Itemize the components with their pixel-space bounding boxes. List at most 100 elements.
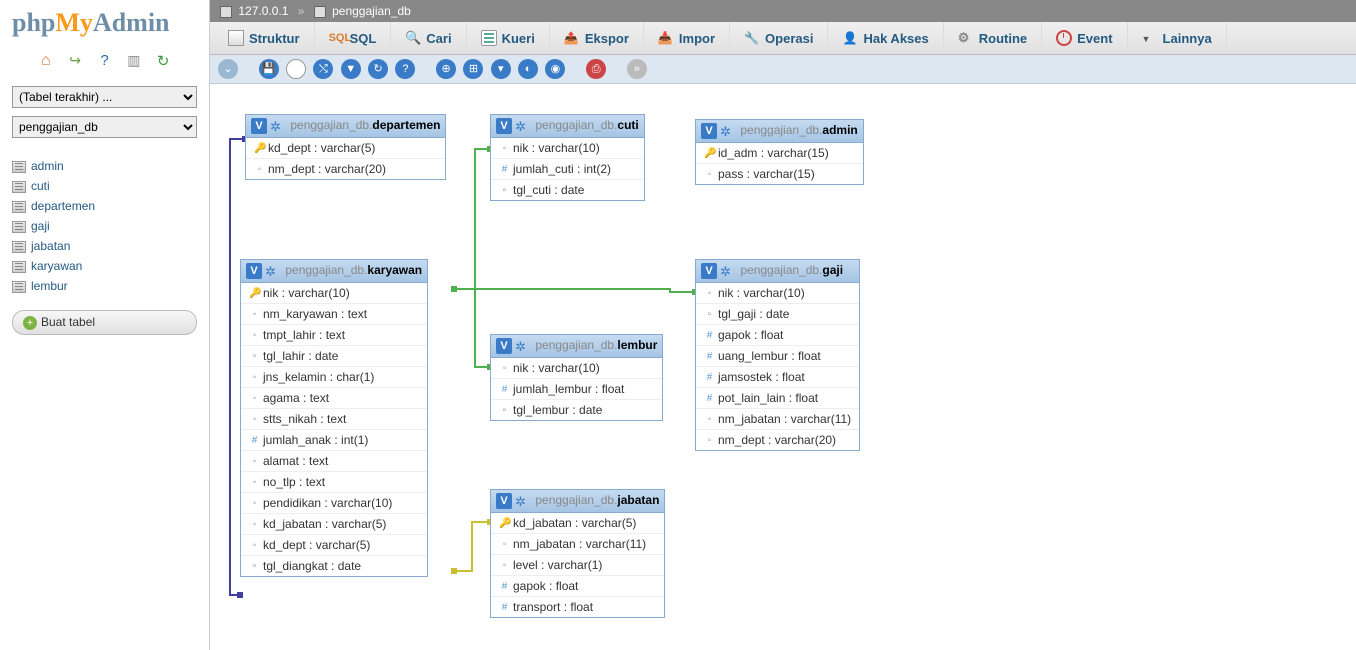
gear-icon[interactable]: ✲: [265, 264, 279, 278]
toggle-panel-icon[interactable]: ⌄: [218, 59, 238, 79]
small-all-icon[interactable]: ▾: [491, 59, 511, 79]
column-gapok[interactable]: #gapok : float: [696, 325, 859, 346]
column-level[interactable]: ◦level : varchar(1): [491, 555, 664, 576]
gear-icon[interactable]: ✲: [515, 119, 529, 133]
column-kd_jabatan[interactable]: 🔑kd_jabatan : varchar(5): [491, 513, 664, 534]
table-header[interactable]: V✲ penggajian_db.lembur: [491, 335, 662, 358]
toggle-icon[interactable]: V: [496, 493, 512, 509]
column-kd_jabatan[interactable]: ◦kd_jabatan : varchar(5): [241, 514, 427, 535]
column-pass[interactable]: ◦pass : varchar(15): [696, 164, 863, 184]
docs-icon[interactable]: ▥: [125, 52, 143, 70]
tab-ekspor[interactable]: Ekspor: [550, 22, 644, 54]
tab-lainnya[interactable]: Lainnya: [1128, 22, 1227, 54]
column-nm_karyawan[interactable]: ◦nm_karyawan : text: [241, 304, 427, 325]
column-nm_dept[interactable]: ◦nm_dept : varchar(20): [696, 430, 859, 450]
toggle-icon[interactable]: V: [701, 263, 717, 279]
toggle-icon[interactable]: V: [701, 123, 717, 139]
column-tmpt_lahir[interactable]: ◦tmpt_lahir : text: [241, 325, 427, 346]
table-header[interactable]: V✲ penggajian_db.jabatan: [491, 490, 664, 513]
toggle-small-icon[interactable]: ◉: [545, 59, 565, 79]
column-nik[interactable]: ◦nik : varchar(10): [696, 283, 859, 304]
column-transport[interactable]: #transport : float: [491, 597, 664, 617]
sidebar-table-admin[interactable]: admin: [12, 156, 197, 176]
help-icon[interactable]: ?: [395, 59, 415, 79]
database-select[interactable]: penggajian_db: [12, 116, 197, 138]
column-alamat[interactable]: ◦alamat : text: [241, 451, 427, 472]
sidebar-table-lembur[interactable]: lembur: [12, 276, 197, 296]
export-pdf-icon[interactable]: ⎙: [586, 59, 606, 79]
choose-column-icon[interactable]: ▼: [341, 59, 361, 79]
column-jumlah_cuti[interactable]: #jumlah_cuti : int(2): [491, 159, 644, 180]
create-relation-icon[interactable]: ⤭: [313, 59, 333, 79]
tab-event[interactable]: Event: [1042, 22, 1127, 54]
tab-sql[interactable]: SQLSQL: [315, 22, 392, 54]
sidebar-table-gaji[interactable]: gaji: [12, 216, 197, 236]
column-tgl_gaji[interactable]: ▫tgl_gaji : date: [696, 304, 859, 325]
column-nik[interactable]: ◦nik : varchar(10): [491, 138, 644, 159]
column-jamsostek[interactable]: #jamsostek : float: [696, 367, 859, 388]
tab-struktur[interactable]: Struktur: [214, 22, 315, 54]
column-no_tlp[interactable]: ◦no_tlp : text: [241, 472, 427, 493]
designer-table-departemen[interactable]: V✲ penggajian_db.departemen🔑kd_dept : va…: [245, 114, 446, 180]
breadcrumb-server[interactable]: 127.0.0.1: [238, 4, 288, 18]
table-header[interactable]: V✲ penggajian_db.karyawan: [241, 260, 427, 283]
breadcrumb-database[interactable]: penggajian_db: [332, 4, 411, 18]
column-pot_lain_lain[interactable]: #pot_lain_lain : float: [696, 388, 859, 409]
designer-canvas[interactable]: V✲ penggajian_db.departemen🔑kd_dept : va…: [210, 94, 1356, 650]
toggle-icon[interactable]: V: [251, 118, 267, 134]
angular-links-icon[interactable]: ⊕: [436, 59, 456, 79]
designer-table-admin[interactable]: V✲ penggajian_db.admin🔑id_adm : varchar(…: [695, 119, 864, 185]
gear-icon[interactable]: ✲: [720, 264, 734, 278]
column-nm_dept[interactable]: ◦nm_dept : varchar(20): [246, 159, 445, 179]
tab-operasi[interactable]: Operasi: [730, 22, 828, 54]
table-header[interactable]: V✲ penggajian_db.gaji: [696, 260, 859, 283]
gear-icon[interactable]: ✲: [515, 494, 529, 508]
save-icon[interactable]: 💾: [259, 59, 279, 79]
logo[interactable]: phpMyAdmin: [0, 0, 209, 46]
designer-table-gaji[interactable]: V✲ penggajian_db.gaji◦nik : varchar(10)▫…: [695, 259, 860, 451]
column-jumlah_anak[interactable]: #jumlah_anak : int(1): [241, 430, 427, 451]
designer-table-cuti[interactable]: V✲ penggajian_db.cuti◦nik : varchar(10)#…: [490, 114, 645, 201]
sidebar-table-karyawan[interactable]: karyawan: [12, 256, 197, 276]
column-uang_lembur[interactable]: #uang_lembur : float: [696, 346, 859, 367]
column-jumlah_lembur[interactable]: #jumlah_lembur : float: [491, 379, 662, 400]
tab-kueri[interactable]: Kueri: [467, 22, 550, 54]
column-nik[interactable]: ◦nik : varchar(10): [491, 358, 662, 379]
recent-tables-select[interactable]: (Tabel terakhir) ...: [12, 86, 197, 108]
column-jns_kelamin[interactable]: ◦jns_kelamin : char(1): [241, 367, 427, 388]
reload-icon[interactable]: ↻: [154, 52, 172, 70]
tab-cari[interactable]: Cari: [391, 22, 466, 54]
column-kd_dept[interactable]: 🔑kd_dept : varchar(5): [246, 138, 445, 159]
reload-icon[interactable]: ↻: [368, 59, 388, 79]
column-pendidikan[interactable]: ◦pendidikan : varchar(10): [241, 493, 427, 514]
toggle-icon[interactable]: V: [496, 338, 512, 354]
snap-grid-icon[interactable]: ⊞: [463, 59, 483, 79]
designer-table-lembur[interactable]: V✲ penggajian_db.lembur◦nik : varchar(10…: [490, 334, 663, 421]
tab-hak-akses[interactable]: Hak Akses: [828, 22, 943, 54]
column-nm_jabatan[interactable]: ◦nm_jabatan : varchar(11): [696, 409, 859, 430]
sidebar-table-cuti[interactable]: cuti: [12, 176, 197, 196]
column-agama[interactable]: ◦agama : text: [241, 388, 427, 409]
column-tgl_diangkat[interactable]: ▫tgl_diangkat : date: [241, 556, 427, 576]
column-nm_jabatan[interactable]: ◦nm_jabatan : varchar(11): [491, 534, 664, 555]
toggle-icon[interactable]: V: [496, 118, 512, 134]
designer-table-jabatan[interactable]: V✲ penggajian_db.jabatan🔑kd_jabatan : va…: [490, 489, 665, 618]
column-nik[interactable]: 🔑nik : varchar(10): [241, 283, 427, 304]
home-icon[interactable]: ⌂: [37, 52, 55, 70]
column-tgl_cuti[interactable]: ▫tgl_cuti : date: [491, 180, 644, 200]
column-tgl_lembur[interactable]: ▫tgl_lembur : date: [491, 400, 662, 420]
gear-icon[interactable]: ✲: [515, 339, 529, 353]
tab-routine[interactable]: Routine: [944, 22, 1042, 54]
column-id_adm[interactable]: 🔑id_adm : varchar(15): [696, 143, 863, 164]
gear-icon[interactable]: ✲: [720, 124, 734, 138]
designer-table-karyawan[interactable]: V✲ penggajian_db.karyawan🔑nik : varchar(…: [240, 259, 428, 577]
sidebar-table-departemen[interactable]: departemen: [12, 196, 197, 216]
logout-icon[interactable]: ↪: [66, 52, 84, 70]
more-icon[interactable]: »: [627, 59, 647, 79]
toggle-icon[interactable]: V: [246, 263, 262, 279]
table-header[interactable]: V✲ penggajian_db.departemen: [246, 115, 445, 138]
table-header[interactable]: V✲ penggajian_db.cuti: [491, 115, 644, 138]
column-tgl_lahir[interactable]: ▫tgl_lahir : date: [241, 346, 427, 367]
tab-impor[interactable]: Impor: [644, 22, 730, 54]
table-header[interactable]: V✲ penggajian_db.admin: [696, 120, 863, 143]
